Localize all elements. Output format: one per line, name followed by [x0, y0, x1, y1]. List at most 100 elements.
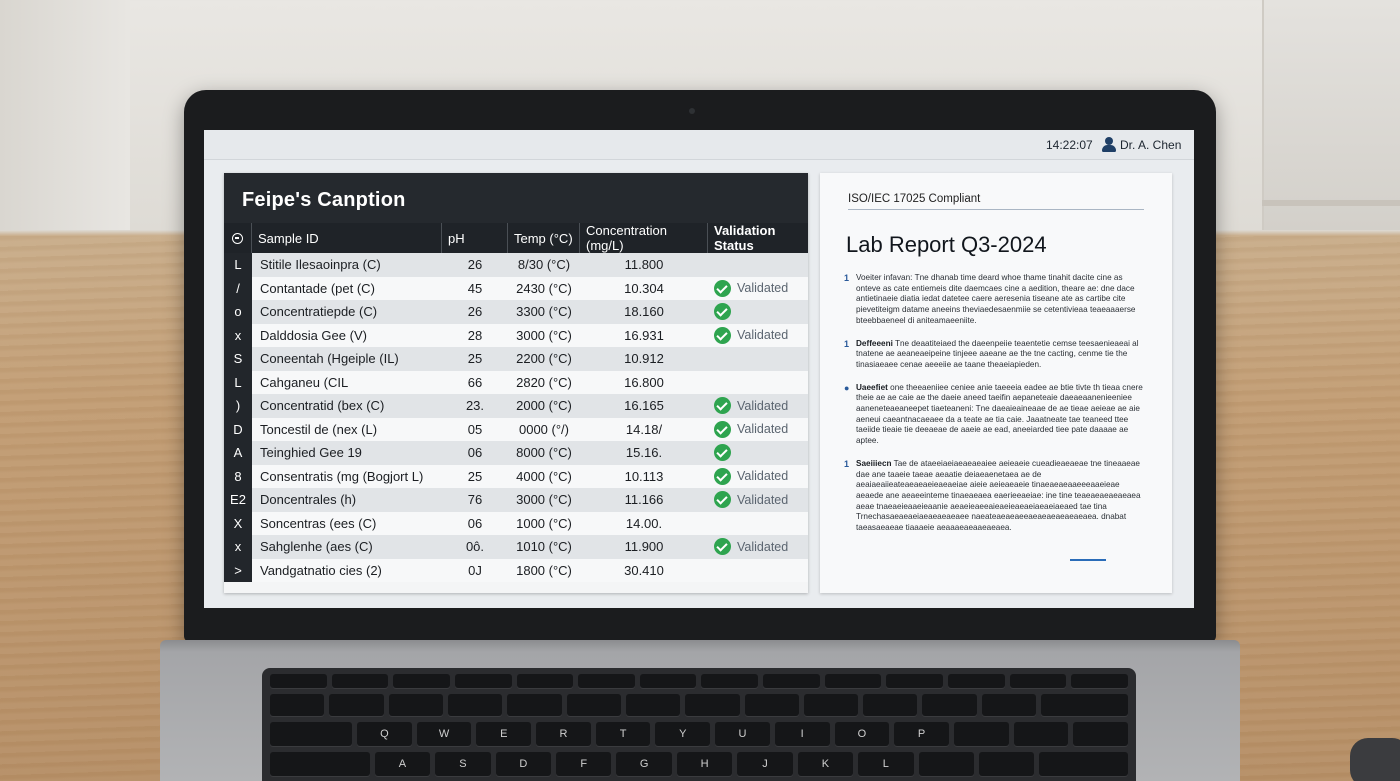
row-marker: o	[224, 300, 252, 324]
user-icon[interactable]	[1102, 137, 1116, 152]
sample-id-cell: Contantade (pet (C)	[252, 276, 442, 300]
row-marker: L	[224, 370, 252, 394]
ph-cell: 0ô.	[442, 535, 508, 559]
report-panel: ISO/IEC 17025 Compliant Lab Report Q3-20…	[820, 173, 1172, 593]
check-circle-icon	[714, 538, 731, 556]
table-row[interactable]: L Stitile Ilesaoinpra (C) 26 8/30 (°C) 11.80…	[224, 253, 808, 277]
ph-cell: 25	[442, 464, 508, 488]
ph-cell: 23.	[442, 394, 508, 418]
temp-cell: 0000 (°/)	[508, 417, 580, 441]
column-header-validation-status[interactable]: Validation Status	[714, 223, 776, 253]
user-name[interactable]: Dr. A. Chen	[1120, 138, 1182, 152]
column-header-sample-id[interactable]: Sample ID	[252, 223, 442, 253]
report-sections: 1 Voeiter infavan: Tne dhanab time deard…	[844, 273, 1144, 546]
validation-status-label: Validated	[737, 281, 789, 296]
column-header-concentration[interactable]: Concentration (mg/L)	[580, 223, 708, 253]
sample-id-cell: Dalddosia Gee (V)	[252, 323, 442, 347]
clock: 14:22:07	[1046, 138, 1093, 152]
compliance-label: ISO/IEC 17025 Compliant	[848, 193, 981, 205]
row-marker: X	[224, 511, 252, 535]
concentration-cell: 11.800	[580, 253, 708, 277]
check-circle-icon	[714, 397, 731, 415]
validation-status-cell	[708, 300, 808, 324]
ph-cell: 45	[442, 276, 508, 300]
section-text: one theeaeniiee ceniee anie taeeeia eade…	[856, 382, 1143, 446]
table-row[interactable]: x Dalddosia Gee (V) 28 3000 (°C) 16.931 Valid…	[224, 323, 808, 347]
row-marker: /	[224, 276, 252, 300]
temp-cell: 1000 (°C)	[508, 511, 580, 535]
ph-cell: 06	[442, 511, 508, 535]
temp-cell: 3300 (°C)	[508, 300, 580, 324]
table-row[interactable]: D Toncestil de (nex (L) 05 0000 (°/) 14.18/V…	[224, 417, 808, 441]
section-bullet: 1	[844, 338, 850, 349]
section-lead: Saeiiiecn	[856, 458, 892, 468]
ph-cell: 28	[442, 323, 508, 347]
validation-status-cell	[708, 441, 808, 465]
check-circle-icon	[714, 491, 731, 509]
table-row[interactable]: X Soncentras (ees (C) 06 1000 (°C) 14.00.	[224, 511, 808, 535]
validation-status-cell: Validated	[708, 535, 808, 559]
concentration-cell: 11.166	[580, 488, 708, 512]
row-marker: 8	[224, 464, 252, 488]
section-bullet: ●	[844, 382, 850, 393]
validation-status-cell	[708, 511, 808, 535]
section-lead: Deffeeeni	[856, 338, 893, 348]
validation-status-cell	[708, 370, 808, 394]
column-header-temp[interactable]: Temp (°C)	[508, 223, 580, 253]
column-header-ph[interactable]: pH	[442, 223, 508, 253]
validation-status-label: Validated	[737, 469, 789, 484]
sample-id-cell: Soncentras (ees (C)	[252, 511, 442, 535]
check-circle-icon	[714, 444, 731, 462]
sort-toggle[interactable]	[224, 223, 252, 253]
table-row[interactable]: o Concentratiepde (C) 26 3300 (°C) 18.160	[224, 300, 808, 324]
table-row[interactable]: 8 Consentratis (mg (Bogjort L) 25 4000 (°C)…	[224, 464, 808, 488]
sample-id-cell: Consentratis (mg (Bogjort L)	[252, 464, 442, 488]
table-row[interactable]: x Sahglenhe (aes (C) 0ô. 1010 (°C) 11.900 Val…	[224, 535, 808, 559]
section-text: Voeiter infavan: Tne dhanab time deard w…	[856, 273, 1136, 325]
row-marker: L	[224, 253, 252, 277]
row-marker: )	[224, 394, 252, 418]
validation-status-cell: Validated	[708, 464, 808, 488]
ph-cell: 26	[442, 253, 508, 277]
validation-status-cell: Validated	[708, 276, 808, 300]
panel-title: Feipe's Canption	[224, 173, 808, 223]
table-row[interactable]: / Contantade (pet (C) 45 2430 (°C) 10.304 Val…	[224, 276, 808, 300]
concentration-cell: 16.165	[580, 394, 708, 418]
table-row[interactable]: > Vandgatnatio cies (2) 0J 1800 (°C) 30.410	[224, 558, 808, 582]
row-marker: E2	[224, 488, 252, 512]
table-row[interactable]: A Teinghied Gee 19 06 8000 (°C) 15.16.	[224, 441, 808, 465]
concentration-cell: 14.00.	[580, 511, 708, 535]
table-header: Sample ID pH Temp (°C) Concentration (mg…	[224, 223, 808, 253]
temp-cell: 4000 (°C)	[508, 464, 580, 488]
concentration-cell: 11.900	[580, 535, 708, 559]
sample-id-cell: Doncentrales (h)	[252, 488, 442, 512]
mouse	[1350, 738, 1400, 781]
ph-cell: 26	[442, 300, 508, 324]
laptop-screen: 14:22:07 Dr. A. Chen Feipe's Canption Sa…	[204, 130, 1194, 608]
concentration-cell: 14.18/	[580, 417, 708, 441]
ph-cell: 0J	[442, 558, 508, 582]
row-marker: A	[224, 441, 252, 465]
concentration-cell: 10.113	[580, 464, 708, 488]
report-link[interactable]	[1070, 559, 1106, 561]
table-row[interactable]: E2 Doncentrales (h) 76 3000 (°C) 11.166 Valid…	[224, 488, 808, 512]
table-body: L Stitile Ilesaoinpra (C) 26 8/30 (°C) 11.80…	[224, 253, 808, 582]
divider	[848, 209, 1144, 210]
validation-status-cell	[708, 253, 808, 277]
background-shelf	[1262, 0, 1400, 230]
validation-status-label: Validated	[737, 539, 789, 554]
validation-status-label: Validated	[737, 492, 789, 507]
table-row[interactable]: ) Concentratid (bex (C) 23. 2000 (°C) 16.165…	[224, 394, 808, 418]
section-bullet: 1	[844, 458, 850, 469]
ph-cell: 66	[442, 370, 508, 394]
check-circle-icon	[714, 420, 731, 438]
table-row[interactable]: L Cahganeu (CIL 66 2820 (°C) 16.800	[224, 370, 808, 394]
table-row[interactable]: S Coneentah (Hgeiple (IL) 25 2200 (°C) 10.91…	[224, 347, 808, 371]
sample-id-cell: Concentratiepde (C)	[252, 300, 442, 324]
validation-status-cell: Validated	[708, 488, 808, 512]
sample-table-panel: Feipe's Canption Sample ID pH Temp (°C) …	[224, 173, 808, 593]
check-circle-icon	[714, 303, 731, 321]
sample-id-cell: Sahglenhe (aes (C)	[252, 535, 442, 559]
check-circle-icon	[714, 326, 731, 344]
